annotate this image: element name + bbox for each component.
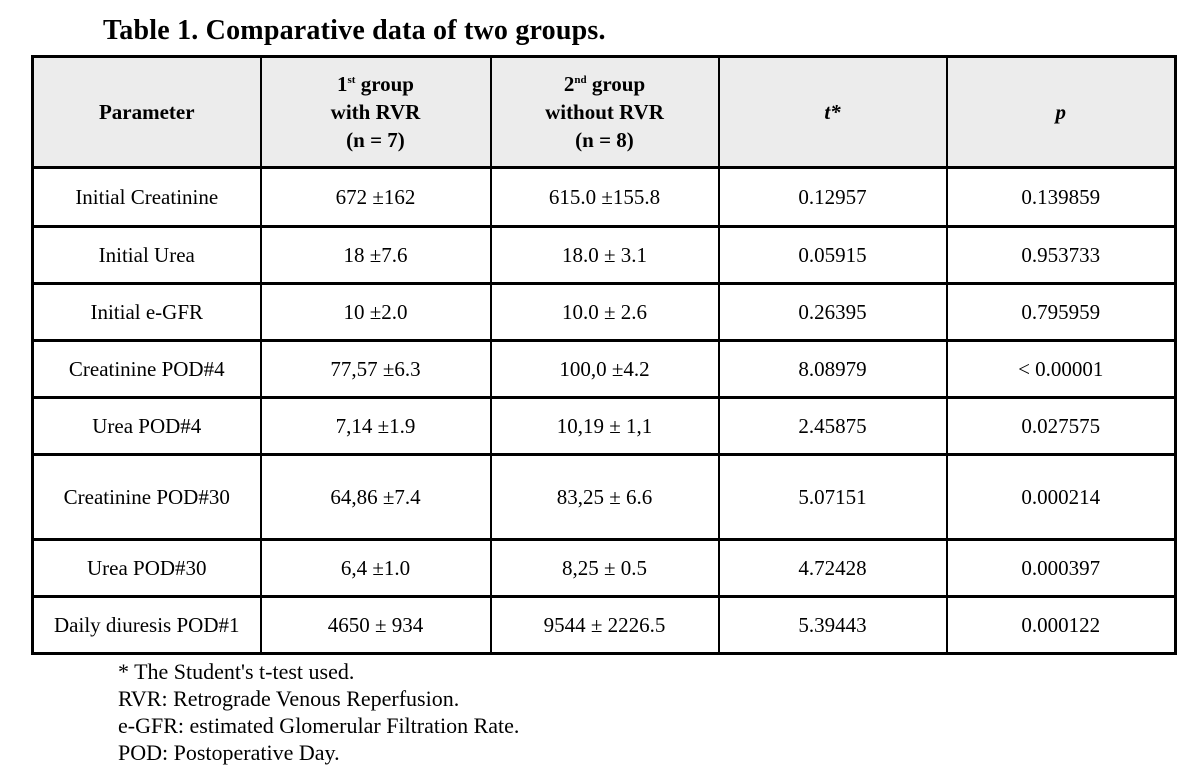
- table-title: Table 1. Comparative data of two groups.: [103, 15, 606, 46]
- cell-group1: 4650 ± 934: [259, 595, 492, 655]
- cell-group1: 6,4 ±1.0: [259, 538, 492, 598]
- cell-parameter: Daily diuresis POD#1: [31, 595, 262, 655]
- footnote-line: * The Student's t-test used.: [118, 659, 355, 684]
- cell-group2: 615.0 ±155.8: [489, 166, 720, 228]
- cell-group2: 83,25 ± 6.6: [489, 453, 720, 541]
- col-header-t-label: t*: [824, 100, 841, 124]
- table-row: Urea POD#4 7,14 ±1.9 10,19 ± 1,1 2.45875…: [31, 396, 1177, 456]
- cell-p: 0.027575: [945, 396, 1177, 456]
- col-header-parameter: Parameter: [31, 55, 262, 169]
- col-header-group2: 2nd group without RVR (n = 8): [489, 55, 720, 169]
- cell-p: 0.953733: [945, 225, 1177, 285]
- table-row: Initial Urea 18 ±7.6 18.0 ± 3.1 0.05915 …: [31, 225, 1177, 285]
- cell-p: 0.795959: [945, 282, 1177, 342]
- group2-number: 2: [563, 72, 575, 96]
- footnote-line: RVR: Retrograde Venous Reperfusion.: [118, 686, 460, 711]
- group1-number: 1: [336, 72, 348, 96]
- footnote-line: e-GFR: estimated Glomerular Filtration R…: [118, 713, 520, 738]
- cell-parameter: Urea POD#30: [31, 538, 262, 598]
- table-row: Creatinine POD#30 64,86 ±7.4 83,25 ± 6.6…: [31, 453, 1177, 541]
- group1-line3: (n = 7): [346, 128, 405, 152]
- cell-parameter: Initial Urea: [31, 225, 262, 285]
- cell-parameter: Initial e-GFR: [31, 282, 262, 342]
- col-header-p-label: p: [1055, 100, 1067, 124]
- cell-group2: 10,19 ± 1,1: [489, 396, 720, 456]
- cell-group2: 100,0 ±4.2: [489, 339, 720, 399]
- col-header-p: p: [945, 55, 1177, 169]
- cell-t: 5.07151: [717, 453, 948, 541]
- col-header-parameter-label: Parameter: [98, 100, 195, 124]
- cell-group2: 18.0 ± 3.1: [489, 225, 720, 285]
- cell-p: 0.000122: [945, 595, 1177, 655]
- table-body: Initial Creatinine 672 ±162 615.0 ±155.8…: [31, 166, 1177, 655]
- cell-p: 0.139859: [945, 166, 1177, 228]
- group2-line2: without RVR: [545, 100, 664, 124]
- comparative-data-table: Parameter 1st group with RVR (n = 7) 2nd…: [31, 55, 1177, 655]
- table-row: Urea POD#30 6,4 ±1.0 8,25 ± 0.5 4.72428 …: [31, 538, 1177, 598]
- table-row: Daily diuresis POD#1 4650 ± 934 9544 ± 2…: [31, 595, 1177, 655]
- col-header-group1: 1st group with RVR (n = 7): [259, 55, 492, 169]
- cell-p: 0.000214: [945, 453, 1177, 541]
- cell-p: < 0.00001: [945, 339, 1177, 399]
- cell-group1: 7,14 ±1.9: [259, 396, 492, 456]
- cell-t: 2.45875: [717, 396, 948, 456]
- group1-ordinal: st: [347, 74, 356, 86]
- table-row: Initial e-GFR 10 ±2.0 10.0 ± 2.6 0.26395…: [31, 282, 1177, 342]
- cell-parameter: Creatinine POD#4: [31, 339, 262, 399]
- group2-ordinal: nd: [574, 74, 587, 86]
- group2-line3: (n = 8): [575, 128, 634, 152]
- cell-group1: 64,86 ±7.4: [259, 453, 492, 541]
- cell-t: 4.72428: [717, 538, 948, 598]
- cell-group1: 77,57 ±6.3: [259, 339, 492, 399]
- group2-line1: 2nd group: [564, 72, 645, 96]
- table-header: Parameter 1st group with RVR (n = 7) 2nd…: [31, 55, 1177, 169]
- cell-group2: 8,25 ± 0.5: [489, 538, 720, 598]
- cell-t: 8.08979: [717, 339, 948, 399]
- cell-parameter: Initial Creatinine: [31, 166, 262, 228]
- group1-rest: group: [355, 72, 414, 96]
- col-header-t: t*: [717, 55, 948, 169]
- cell-group1: 672 ±162: [259, 166, 492, 228]
- cell-t: 0.26395: [717, 282, 948, 342]
- footnotes: * The Student's t-test used. RVR: Retrog…: [118, 658, 519, 766]
- cell-parameter: Creatinine POD#30: [31, 453, 262, 541]
- footnote-line: POD: Postoperative Day.: [118, 740, 340, 765]
- cell-group1: 18 ±7.6: [259, 225, 492, 285]
- cell-p: 0.000397: [945, 538, 1177, 598]
- header-row: Parameter 1st group with RVR (n = 7) 2nd…: [31, 55, 1177, 169]
- group1-line1: 1st group: [337, 72, 414, 96]
- group2-rest: group: [586, 72, 646, 96]
- cell-t: 5.39443: [717, 595, 948, 655]
- cell-group1: 10 ±2.0: [259, 282, 492, 342]
- cell-group2: 10.0 ± 2.6: [489, 282, 720, 342]
- cell-parameter: Urea POD#4: [31, 396, 262, 456]
- cell-group2: 9544 ± 2226.5: [489, 595, 720, 655]
- table-row: Initial Creatinine 672 ±162 615.0 ±155.8…: [31, 166, 1177, 228]
- group1-line2: with RVR: [330, 100, 421, 124]
- table-row: Creatinine POD#4 77,57 ±6.3 100,0 ±4.2 8…: [31, 339, 1177, 399]
- cell-t: 0.12957: [717, 166, 948, 228]
- cell-t: 0.05915: [717, 225, 948, 285]
